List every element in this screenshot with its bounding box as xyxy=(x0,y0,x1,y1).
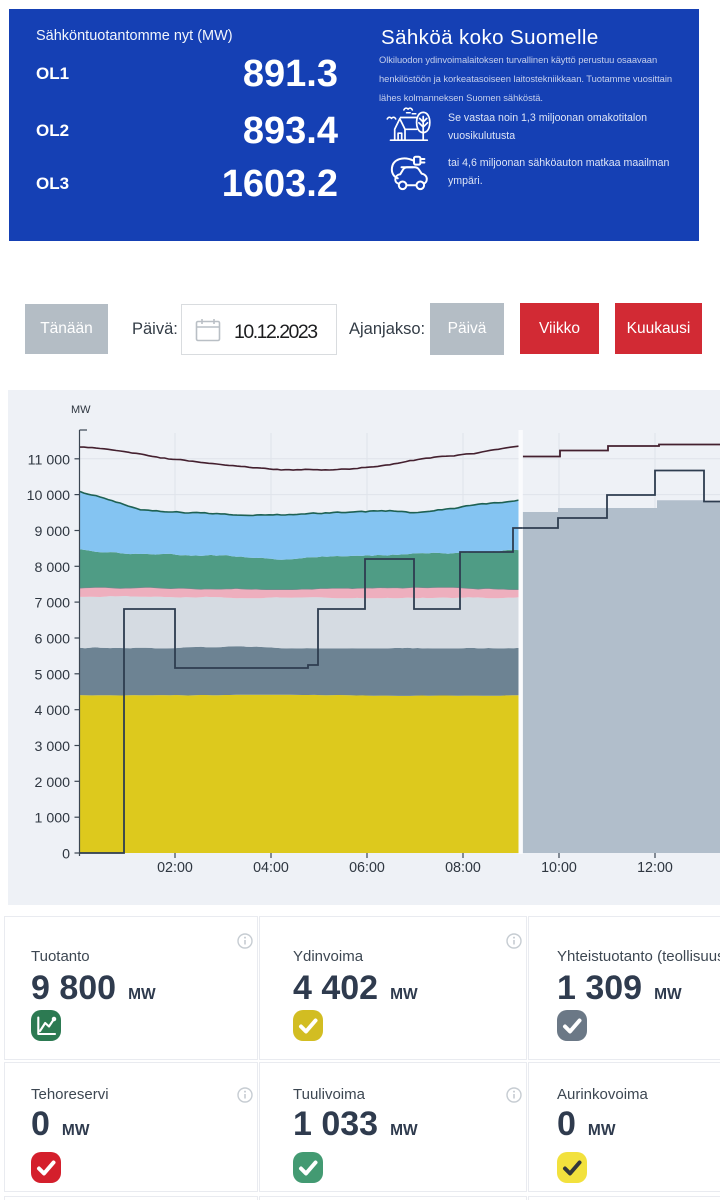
svg-text:08:00: 08:00 xyxy=(445,860,481,876)
svg-text:02:00: 02:00 xyxy=(157,860,193,876)
svg-text:6 000: 6 000 xyxy=(34,632,70,648)
svg-text:3 000: 3 000 xyxy=(34,739,70,755)
svg-text:1 000: 1 000 xyxy=(34,811,70,827)
svg-text:9 000: 9 000 xyxy=(34,524,70,540)
svg-text:10 000: 10 000 xyxy=(27,488,71,504)
svg-text:5 000: 5 000 xyxy=(34,667,70,683)
svg-text:04:00: 04:00 xyxy=(253,860,289,876)
svg-text:MW: MW xyxy=(71,404,91,416)
svg-text:12:00: 12:00 xyxy=(637,860,673,876)
svg-text:0: 0 xyxy=(62,847,70,863)
svg-text:11 000: 11 000 xyxy=(28,452,70,468)
svg-text:06:00: 06:00 xyxy=(349,860,385,876)
svg-text:10:00: 10:00 xyxy=(541,860,577,876)
svg-text:7 000: 7 000 xyxy=(34,596,70,612)
svg-text:8 000: 8 000 xyxy=(34,560,70,576)
svg-text:4 000: 4 000 xyxy=(34,703,70,719)
svg-text:2 000: 2 000 xyxy=(34,775,70,791)
